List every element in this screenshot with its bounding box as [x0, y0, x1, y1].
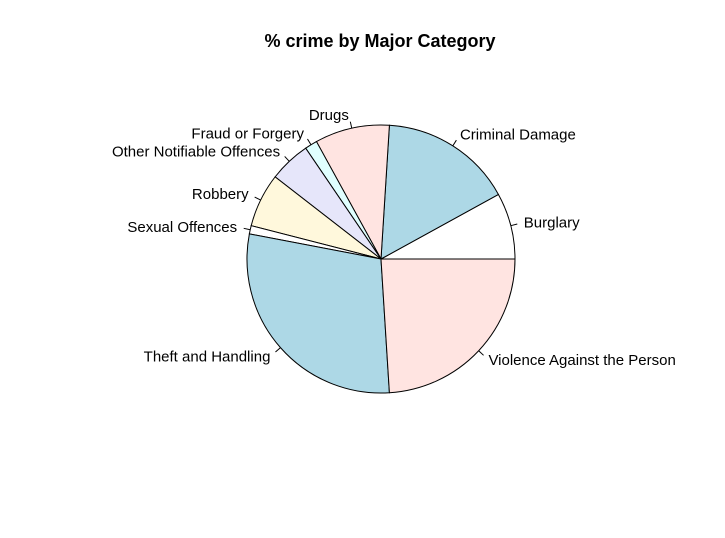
slice-label-burglary: Burglary [524, 214, 580, 231]
label-tick-fraud-or-forgery [307, 138, 312, 146]
slice-label-sexual-offences: Sexual Offences [127, 219, 237, 236]
label-tick-violence-against-the-person [478, 350, 484, 356]
slice-label-robbery: Robbery [192, 186, 249, 203]
label-tick-burglary [510, 223, 518, 227]
pie-labels: Burglary Criminal Damage Drugs Fraud or For… [112, 107, 676, 369]
slice-label-theft-and-handling: Theft and Handling [144, 348, 271, 365]
label-tick-theft-and-handling [275, 347, 281, 353]
pie-slice-theft-and-handling [246, 233, 390, 394]
pie-slices [246, 124, 516, 394]
label-tick-robbery [254, 196, 261, 201]
label-tick-other-notifiable-offences [284, 156, 290, 162]
slice-label-violence-against-the-person: Violence Against the Person [488, 352, 675, 369]
label-tick-criminal-damage [452, 139, 457, 147]
chart-title: % crime by Major Category [264, 31, 495, 51]
slice-label-other-notifiable-offences: Other Notifiable Offences [112, 144, 280, 161]
slice-label-criminal-damage: Criminal Damage [460, 127, 576, 144]
pie-slice-violence-against-the-person [380, 258, 516, 394]
label-tick-sexual-offences [243, 227, 251, 231]
label-tick-drugs [349, 121, 353, 129]
slice-label-drugs: Drugs [309, 107, 349, 124]
slice-label-fraud-or-forgery: Fraud or Forgery [191, 125, 304, 142]
